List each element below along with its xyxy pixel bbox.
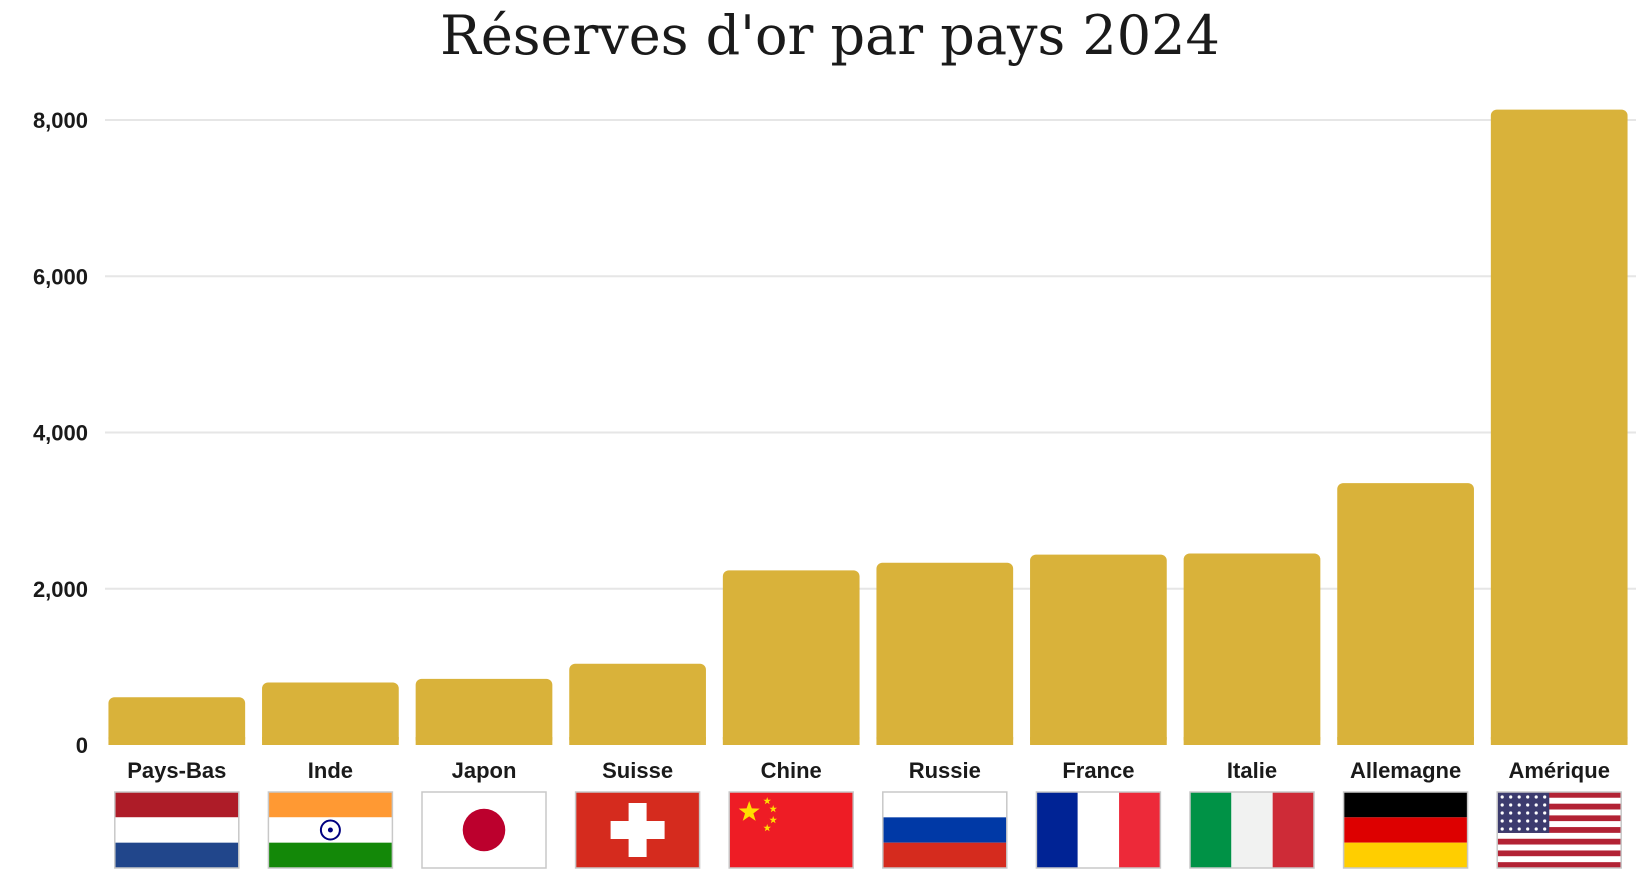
bar-base	[1183, 737, 1321, 745]
bar-base	[1030, 737, 1167, 745]
y-tick-label: 6,000	[33, 264, 88, 289]
y-tick-label: 2,000	[33, 577, 88, 602]
bar	[569, 663, 706, 745]
bar-base	[569, 737, 706, 745]
russia-flag-icon	[882, 791, 1008, 869]
china-flag-icon	[728, 791, 854, 869]
y-tick-label: 8,000	[33, 108, 88, 133]
india-flag-icon	[267, 791, 394, 869]
bars	[108, 109, 1628, 745]
x-tick-label: Amérique	[1508, 758, 1609, 783]
bar	[108, 697, 246, 745]
x-tick-label: France	[1062, 758, 1134, 783]
bar	[1030, 554, 1167, 745]
bar-base	[722, 737, 860, 745]
bar	[1337, 483, 1474, 745]
x-tick-label: Suisse	[602, 758, 673, 783]
flags	[114, 791, 1622, 869]
germany-flag-icon	[1342, 791, 1469, 869]
bar	[1490, 109, 1628, 745]
x-tick-label: Chine	[761, 758, 822, 783]
bar	[722, 570, 860, 745]
x-tick-label: Inde	[308, 758, 353, 783]
bar-base	[876, 737, 1014, 745]
x-tick-label: Allemagne	[1350, 758, 1461, 783]
y-tick-label: 0	[76, 733, 88, 758]
y-axis: 0 2,000 4,000 6,000 8,000	[33, 108, 88, 758]
x-tick-label: Russie	[909, 758, 981, 783]
bar-base	[415, 737, 553, 745]
bar	[1183, 553, 1321, 745]
chart-title: Réserves d'or par pays 2024	[440, 4, 1220, 67]
bar-base	[108, 737, 246, 745]
bar-base	[1490, 737, 1628, 745]
bar	[262, 682, 399, 745]
x-tick-label: Italie	[1227, 758, 1277, 783]
bar	[415, 678, 553, 745]
bar-base	[262, 737, 399, 745]
france-flag-icon	[1035, 791, 1162, 869]
x-axis: Pays-Bas Inde Japon Suisse Chine Russie France…	[127, 758, 1610, 783]
y-tick-label: 4,000	[33, 421, 88, 446]
bar-base	[1337, 737, 1474, 745]
netherlands-flag-icon	[114, 791, 240, 869]
japan-flag-icon	[421, 791, 547, 869]
x-tick-label: Pays-Bas	[127, 758, 226, 783]
switzerland-flag-icon	[574, 791, 701, 869]
usa-flag-icon	[1496, 791, 1622, 869]
italy-flag-icon	[1189, 791, 1315, 869]
x-tick-label: Japon	[452, 758, 517, 783]
bar	[876, 562, 1014, 745]
